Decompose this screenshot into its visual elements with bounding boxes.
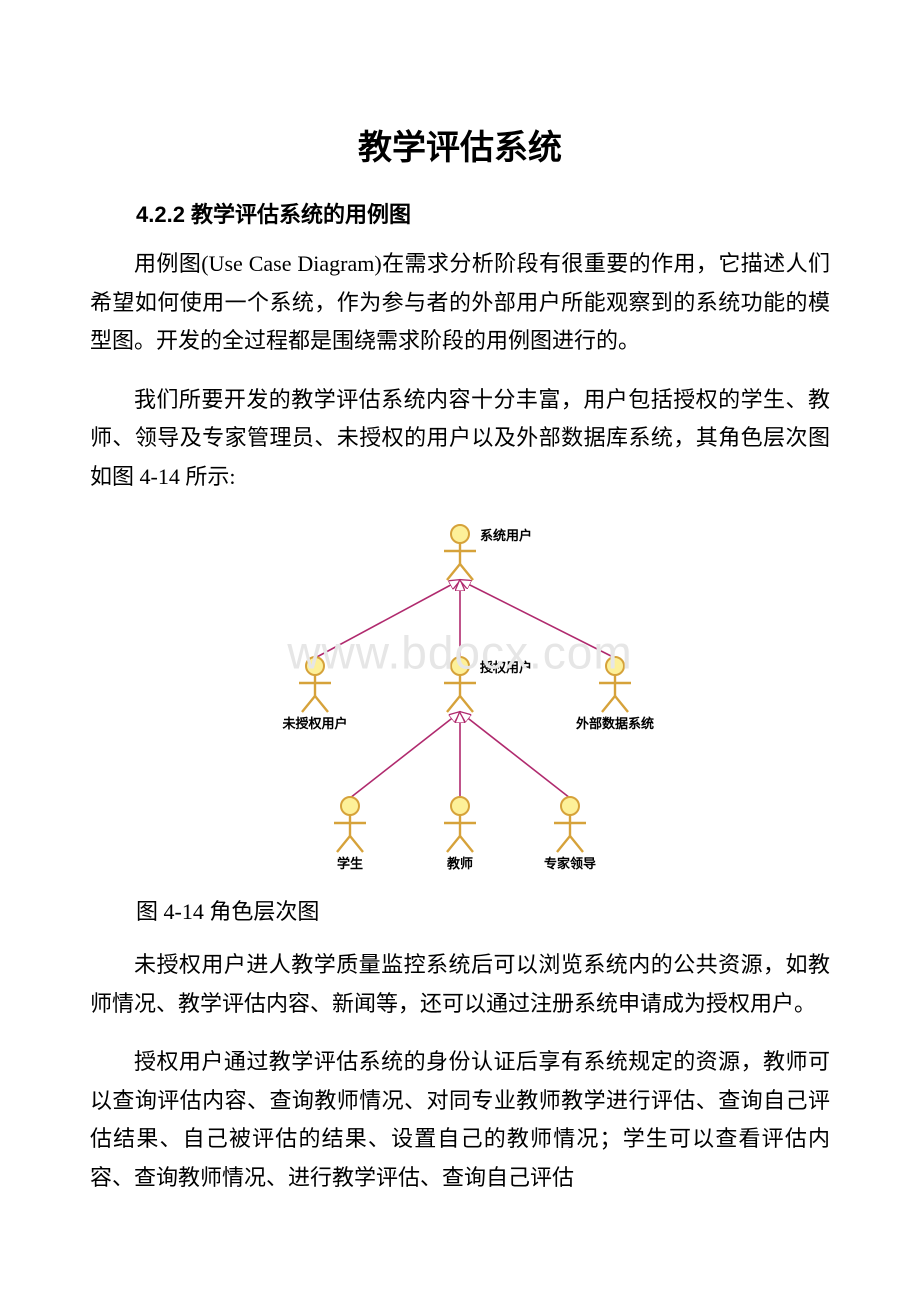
actor-hierarchy-diagram: www.bdocx.com 系统用户未授权用户授权用户外部数据系统学生教师专家领… bbox=[220, 516, 700, 886]
svg-text:外部数据系统: 外部数据系统 bbox=[575, 716, 654, 731]
paragraph-3: 未授权用户进人教学质量监控系统后可以浏览系统内的公共资源，如教师情况、教学评估内… bbox=[90, 946, 830, 1023]
paragraph-4: 授权用户通过教学评估系统的身份认证后享有系统规定的资源，教师可以查询评估内容、查… bbox=[90, 1043, 830, 1197]
figure-caption: 图 4-14 角色层次图 bbox=[136, 894, 830, 926]
svg-text:系统用户: 系统用户 bbox=[480, 528, 532, 543]
paragraph-2: 我们所要开发的教学评估系统内容十分丰富，用户包括授权的学生、教师、领导及专家管理… bbox=[90, 381, 830, 497]
svg-text:授权用户: 授权用户 bbox=[480, 660, 532, 675]
paragraph-1: 用例图(Use Case Diagram)在需求分析阶段有很重要的作用，它描述人… bbox=[90, 245, 830, 361]
diagram-svg: 系统用户未授权用户 授权用户外部数据系统学生 教师 专家领导 bbox=[220, 516, 700, 886]
document-page: 教学评估系统 4.2.2 教学评估系统的用例图 用例图(Use Case Dia… bbox=[0, 0, 920, 1277]
section-heading: 4.2.2 教学评估系统的用例图 bbox=[136, 197, 830, 229]
svg-text:学生: 学生 bbox=[337, 856, 363, 871]
svg-text:未授权用户: 未授权用户 bbox=[281, 716, 347, 731]
svg-text:专家领导: 专家领导 bbox=[544, 856, 596, 871]
doc-title: 教学评估系统 bbox=[90, 120, 830, 169]
svg-text:教师: 教师 bbox=[446, 856, 473, 871]
